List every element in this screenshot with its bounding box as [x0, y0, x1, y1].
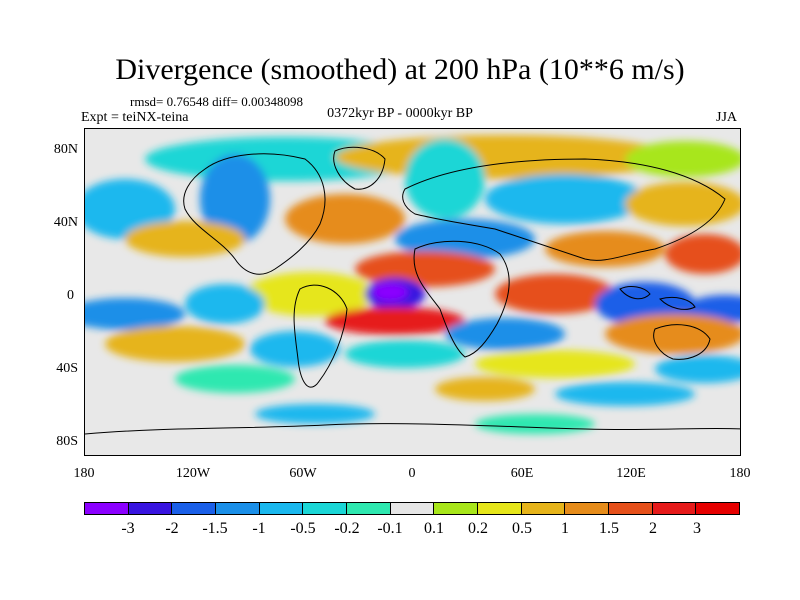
colorbar-swatch — [434, 503, 479, 514]
lon-label-120e: 120E — [616, 466, 646, 481]
lon-label-60w: 60W — [289, 466, 317, 481]
lat-label-80s: 80S — [56, 434, 78, 449]
lat-label-80n: 80N — [53, 142, 78, 157]
colorbar-label: -0.5 — [290, 520, 316, 537]
colorbar-swatch — [390, 503, 435, 514]
colorbar-swatch — [128, 503, 173, 514]
colorbar-label: 0.1 — [424, 520, 444, 537]
divergence-field — [85, 135, 740, 434]
colorbar-swatch — [347, 503, 391, 514]
colorbar-swatch — [696, 503, 740, 514]
colorbar-label: 1.5 — [599, 520, 619, 537]
colorbar-label: 2 — [649, 520, 657, 537]
colorbar-label: -2 — [165, 520, 179, 537]
colorbar-swatch — [85, 503, 129, 514]
period-label: 0372kyr BP - 0000kyr BP — [327, 106, 473, 121]
colorbar-label: -3 — [121, 520, 135, 537]
colorbar-swatch — [216, 503, 260, 514]
lon-label-0: 0 — [408, 466, 416, 481]
lon-label-60e: 60E — [510, 466, 534, 481]
colorbar-label: 1 — [561, 520, 569, 537]
map-graphic — [85, 129, 740, 455]
colorbar-swatch — [478, 503, 522, 514]
colorbar-swatch — [652, 503, 697, 514]
colorbar-label: 0.2 — [468, 520, 488, 537]
colorbar-swatch — [521, 503, 566, 514]
lat-label-40s: 40S — [56, 361, 78, 376]
colorbar-label: -0.1 — [377, 520, 403, 537]
colorbar-label: -1.5 — [202, 520, 228, 537]
figure-title: Divergence (smoothed) at 200 hPa (10**6 … — [115, 53, 685, 86]
colorbar — [84, 502, 740, 515]
colorbar-swatch — [259, 503, 304, 514]
lon-label-180e: 180 — [729, 466, 751, 481]
coastlines — [85, 146, 740, 435]
season-label: JJA — [716, 110, 738, 125]
experiment-label: Expt = teiNX-teina — [81, 110, 189, 125]
colorbar-swatch — [303, 503, 348, 514]
colorbar-label: 3 — [693, 520, 701, 537]
map-panel — [84, 128, 741, 456]
lat-label-40n: 40N — [53, 215, 78, 230]
lon-label-120w: 120W — [175, 466, 211, 481]
colorbar-swatch — [172, 503, 217, 514]
stats-label: rmsd= 0.76548 diff= 0.00348098 — [130, 94, 303, 109]
colorbar-swatch — [609, 503, 653, 514]
colorbar-label: 0.5 — [512, 520, 532, 537]
colorbar-swatch — [565, 503, 610, 514]
colorbar-label: -1 — [252, 520, 266, 537]
lon-label-180w: 180 — [73, 466, 95, 481]
colorbar-label: -0.2 — [334, 520, 360, 537]
lat-label-eq: 0 — [67, 288, 74, 303]
